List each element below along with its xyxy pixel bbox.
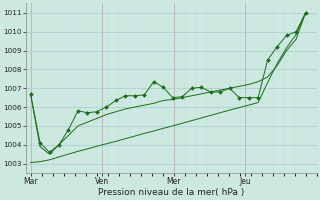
X-axis label: Pression niveau de la mer( hPa ): Pression niveau de la mer( hPa ) [98, 188, 244, 197]
